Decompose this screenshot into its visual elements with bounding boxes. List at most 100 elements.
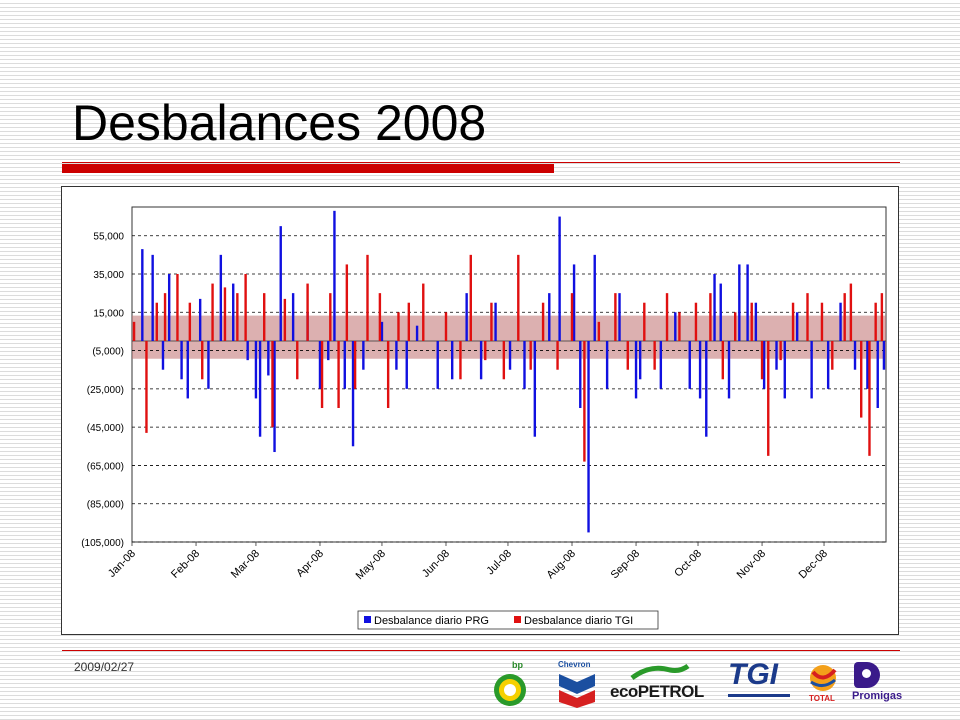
ecopetrol-iguana-icon	[630, 663, 690, 681]
bar-prg	[783, 341, 786, 399]
bar-prg	[705, 341, 708, 437]
bar-prg	[415, 325, 419, 341]
bar-tgi	[843, 293, 846, 341]
bar-prg	[351, 341, 355, 447]
bar-prg	[618, 293, 621, 341]
bar-prg	[795, 312, 799, 341]
bar-tgi	[459, 341, 462, 380]
bar-prg	[161, 341, 165, 370]
bar-prg	[572, 264, 576, 341]
bar-tgi	[734, 312, 737, 341]
bar-prg	[279, 226, 282, 341]
bar-tgi	[236, 293, 239, 341]
bar-tgi	[767, 341, 770, 456]
x-tick-label: Dec-08	[797, 548, 831, 582]
bar-tgi	[665, 293, 669, 341]
bar-tgi	[296, 341, 299, 380]
bar-tgi	[556, 341, 559, 370]
bar-prg	[207, 341, 210, 389]
slide-title: Desbalances 2008	[72, 95, 487, 151]
bar-prg	[876, 341, 879, 408]
bar-prg	[533, 341, 537, 437]
bar-prg	[494, 302, 497, 341]
bar-tgi	[502, 341, 506, 380]
y-tick-label: 55,000	[93, 232, 124, 243]
x-tick-label: Mar-08	[229, 548, 262, 581]
bar-tgi	[306, 283, 309, 341]
x-tick-label: Feb-08	[169, 548, 202, 581]
x-tick-label: Nov-08	[735, 548, 769, 582]
bar-prg	[558, 216, 561, 341]
bar-tgi	[132, 321, 136, 341]
bar-prg	[523, 341, 526, 389]
bar-prg	[719, 283, 722, 341]
bar-tgi	[678, 312, 681, 341]
bar-prg	[291, 293, 295, 341]
chart-svg: 55,000 35,000 15,000 (5,000) (25,000) (45,000…	[81, 206, 887, 630]
bar-prg	[258, 341, 262, 437]
y-tick-label: (45,000)	[87, 423, 124, 434]
x-tick-label: Apr-08	[294, 548, 326, 580]
bar-tgi	[337, 341, 340, 408]
bar-tgi	[271, 341, 274, 428]
bar-prg	[754, 302, 758, 341]
bar-tgi	[849, 283, 853, 341]
bp-helios-icon	[494, 674, 526, 706]
bar-prg	[186, 341, 189, 399]
bar-prg	[593, 254, 596, 341]
bar-prg	[254, 341, 258, 399]
chevron-logo-text: Chevron	[558, 660, 591, 669]
bar-prg	[659, 341, 663, 389]
x-tick-label: Jan-08	[106, 548, 138, 580]
y-tick-label: (5,000)	[92, 347, 124, 358]
bar-tgi	[223, 287, 227, 341]
bar-prg	[810, 341, 813, 399]
bar-prg	[151, 254, 154, 341]
total-logo: TOTAL	[803, 662, 843, 706]
bar-tgi	[366, 254, 369, 341]
bar-tgi	[626, 341, 629, 370]
bar-prg	[395, 341, 398, 370]
bar-prg	[333, 210, 336, 341]
bar-tgi	[444, 312, 448, 341]
bar-tgi	[155, 302, 158, 341]
bar-prg	[267, 341, 270, 376]
x-tick-label: Jul-08	[484, 548, 514, 578]
bar-prg	[167, 274, 171, 341]
footer-date: 2009/02/27	[74, 660, 135, 674]
total-logo-text: TOTAL	[809, 694, 835, 703]
promigas-logo-text: Promigas	[852, 690, 903, 702]
bar-prg	[273, 341, 276, 453]
bar-tgi	[721, 341, 725, 380]
bar-prg	[380, 321, 384, 341]
title-rule-thin	[62, 162, 900, 163]
bar-prg	[508, 341, 512, 370]
bar-prg	[727, 341, 731, 399]
bar-prg	[688, 341, 691, 389]
total-globe-icon	[810, 665, 837, 691]
y-tick-label: 15,000	[93, 308, 124, 319]
bar-prg	[141, 249, 144, 341]
bar-tgi	[484, 341, 487, 361]
bar-tgi	[750, 302, 753, 341]
bar-tgi	[597, 321, 601, 341]
bp-logo-text: bp	[512, 660, 523, 670]
bar-prg	[698, 341, 702, 399]
bar-prg	[605, 341, 609, 389]
bar-tgi	[653, 341, 656, 370]
title-rule-thick	[62, 164, 554, 173]
bar-tgi	[779, 341, 782, 361]
bar-prg	[450, 341, 454, 380]
bar-prg	[479, 341, 483, 380]
legend-swatch-tgi	[514, 616, 521, 623]
y-tick-label: (105,000)	[81, 538, 124, 549]
x-tick-label: Oct-08	[672, 548, 704, 580]
bar-prg	[180, 341, 183, 380]
bar-prg	[839, 302, 842, 341]
legend-label-tgi: Desbalance diario TGI	[524, 615, 633, 627]
bar-prg	[318, 341, 322, 389]
bar-prg	[866, 341, 869, 389]
bar-tgi	[517, 254, 520, 341]
plot-area	[131, 206, 887, 543]
bar-tgi	[614, 293, 617, 341]
